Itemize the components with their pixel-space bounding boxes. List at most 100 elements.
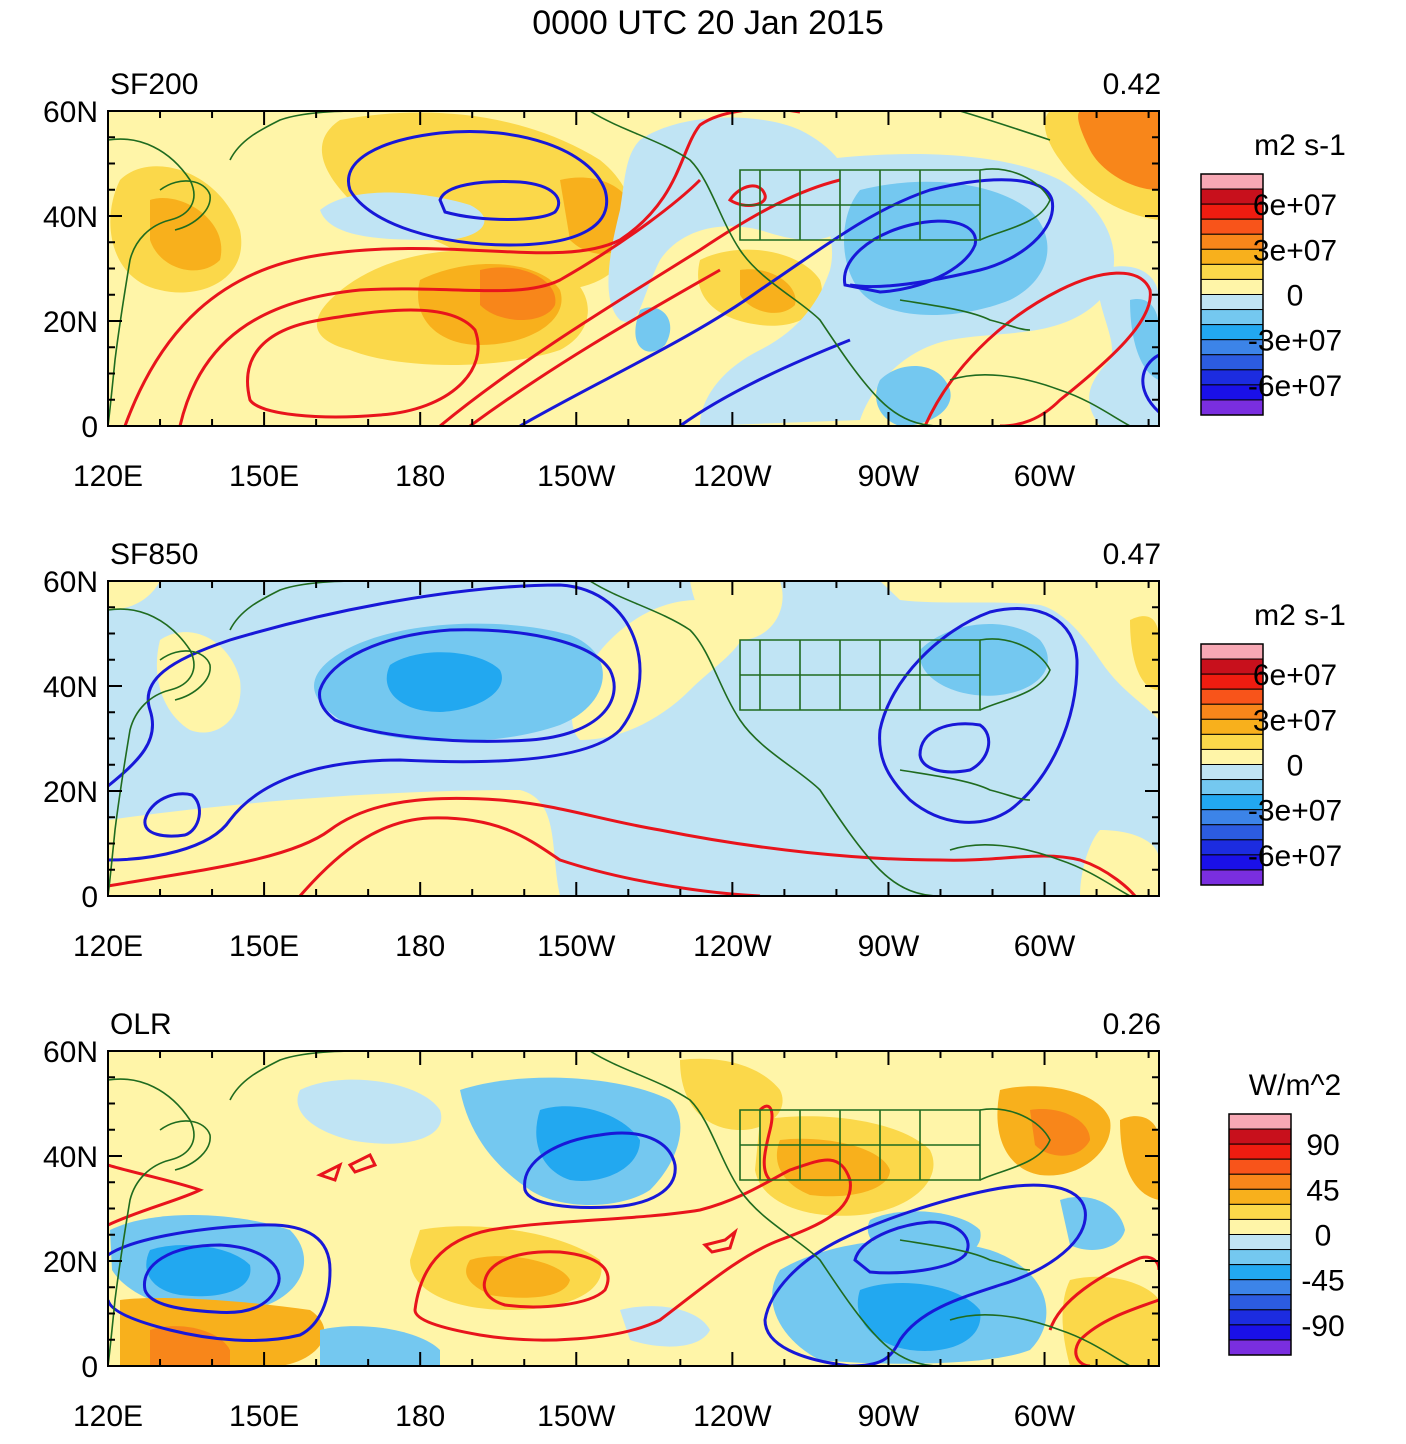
colorbar-swatches	[1200, 173, 1264, 416]
colorbar-swatch	[1228, 1279, 1292, 1296]
panel-title: SF850	[110, 538, 198, 571]
negative-contour	[347, 130, 609, 247]
y-tick-label: 0	[81, 411, 98, 444]
coastline-layer	[108, 1051, 1131, 1366]
coastline	[740, 640, 980, 710]
colorbar-swatch	[1228, 1249, 1292, 1266]
anomaly-shade	[919, 623, 1048, 696]
coastline	[108, 1078, 195, 1366]
colorbar-swatch	[1228, 1143, 1292, 1160]
coastline	[589, 1051, 941, 1366]
colorbar-swatch	[1200, 643, 1264, 660]
colorbar-frame	[1200, 173, 1264, 416]
negative-contour	[143, 792, 201, 838]
colorbar-tick-label: 0	[1287, 280, 1304, 313]
positive-contour	[316, 1152, 378, 1182]
coastline	[899, 769, 1031, 801]
y-tick-label: 20N	[43, 776, 98, 809]
anomaly-shade	[776, 1138, 890, 1197]
x-tick-label: 60W	[1014, 460, 1076, 493]
colorbar-swatch	[1228, 1188, 1292, 1205]
negative-contour	[853, 1220, 970, 1275]
x-tick-label: 60W	[1014, 1400, 1076, 1433]
colorbar-swatch	[1200, 748, 1264, 765]
colorbar-swatch	[1200, 309, 1264, 326]
anomaly-shade	[480, 267, 556, 320]
positive-contour	[298, 816, 761, 896]
y-tick-label: 0	[81, 1351, 98, 1384]
positive-contour	[108, 1163, 204, 1227]
colorbar-frame	[1200, 643, 1264, 886]
anomaly-shade	[635, 307, 671, 352]
anomaly-shade	[1078, 111, 1159, 190]
x-tick-label: 90W	[858, 1400, 920, 1433]
x-tick-label: 180	[395, 1400, 445, 1433]
anomaly-shade	[843, 181, 1048, 315]
coastline	[108, 608, 195, 896]
anomaly-shade	[1060, 1196, 1125, 1250]
colorbar-tick-label: 0	[1287, 750, 1304, 783]
x-tick-label: 150W	[537, 460, 616, 493]
coastline	[159, 180, 211, 231]
coastline	[959, 111, 1051, 141]
x-tick-label: 150E	[229, 930, 299, 963]
coastline	[589, 111, 941, 426]
x-tick-label: 150E	[229, 460, 299, 493]
colorbar-swatches	[1200, 643, 1264, 886]
x-tick-label: 90W	[858, 460, 920, 493]
negative-contour	[108, 583, 642, 862]
negative-contour	[878, 607, 1079, 824]
negative-contour	[108, 1223, 332, 1342]
contour-layer	[108, 583, 1137, 896]
colorbar-swatch	[1228, 1294, 1292, 1311]
y-tick-label: 60N	[43, 566, 98, 599]
shading-layer	[108, 581, 1159, 896]
anomaly-shade	[321, 112, 634, 291]
x-tick-label: 150W	[537, 1400, 616, 1433]
anomaly-shade	[108, 581, 160, 610]
anomaly-shade	[536, 1106, 640, 1181]
colorbar-units: W/m^2	[1249, 1069, 1341, 1102]
panel-title: SF200	[110, 68, 198, 101]
colorbar-swatch	[1228, 1128, 1292, 1145]
positive-contour	[246, 308, 480, 419]
colorbar-tick-label: -6e+07	[1248, 840, 1342, 873]
coastline	[589, 581, 941, 896]
anomaly-shade	[146, 1245, 251, 1297]
positive-contour	[702, 1227, 738, 1254]
positive-contour	[123, 111, 801, 426]
colorbar-tick-label: -45	[1301, 1265, 1344, 1298]
anomaly-shade	[1080, 830, 1159, 896]
colorbar-tick-label: -3e+07	[1248, 325, 1342, 358]
colorbar-labels: 6e+07 3e+07 0 -3e+07 -6e+07	[1248, 189, 1342, 403]
colorbar-swatch	[1228, 1173, 1292, 1190]
colorbar-swatch	[1200, 173, 1264, 190]
positive-contour	[482, 1250, 610, 1309]
colorbar-tick-label: -6e+07	[1248, 370, 1342, 403]
negative-contour	[842, 219, 977, 294]
axis-ticks: 120E 150E 180 150W 120W 90W 60W 60N 40N 20N 0	[43, 566, 1159, 963]
anomaly-shade	[150, 1326, 230, 1366]
y-tick-label: 20N	[43, 1246, 98, 1279]
colorbar-frame	[1228, 1113, 1292, 1356]
colorbar-tick-label: -3e+07	[1248, 795, 1342, 828]
colorbar-sf850: m2 s-1 6e+07 3e+07 0 -3e+07 -6e+07	[1200, 599, 1346, 886]
colorbar-swatch	[1200, 779, 1264, 796]
colorbar-tick-label: 90	[1306, 1129, 1339, 1162]
positive-contour	[108, 796, 1137, 896]
colorbar-swatch	[1228, 1158, 1292, 1175]
positive-contour	[439, 178, 841, 426]
x-tick-label: 120W	[693, 1400, 772, 1433]
x-tick-label: 120W	[693, 930, 772, 963]
positive-contour	[178, 178, 702, 426]
anomaly-shade	[108, 790, 560, 896]
negative-contour	[918, 722, 991, 774]
axis-ticks: 120E 150E 180 150W 120W 90W 60W 60N 40N 20N 0	[43, 1036, 1159, 1433]
colorbar-tick-label: 45	[1306, 1174, 1339, 1207]
positive-contour	[1074, 1298, 1159, 1366]
x-tick-label: 150E	[229, 1400, 299, 1433]
coastline	[979, 638, 1051, 711]
anomaly-shade	[386, 652, 502, 712]
anomaly-shade	[690, 581, 783, 640]
